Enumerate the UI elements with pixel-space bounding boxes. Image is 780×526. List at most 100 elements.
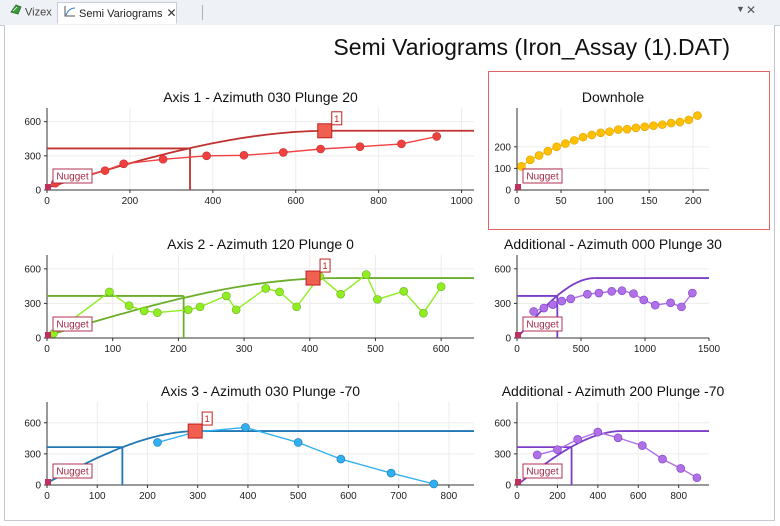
data-point [569, 136, 579, 145]
x-tick-label: 200 [170, 344, 187, 355]
vizex-icon [10, 2, 22, 23]
data-point [594, 288, 604, 298]
data-point [386, 468, 396, 478]
data-point [573, 435, 582, 444]
data-point [534, 151, 544, 160]
data-point [202, 151, 211, 161]
chart-title: Downhole [582, 89, 644, 105]
chevron-down-icon[interactable]: ▼ [736, 4, 745, 14]
data-point [231, 305, 241, 315]
nugget-label: Nugget [56, 467, 88, 478]
handle-label-box [319, 258, 331, 273]
x-tick-label: 100 [104, 344, 121, 355]
data-point [336, 454, 346, 464]
x-tick-label: 800 [441, 491, 458, 502]
close-window-icon[interactable]: ✕ [746, 3, 757, 17]
chart-title: Axis 1 - Azimuth 030 Plunge 20 [163, 89, 358, 105]
data-point [631, 123, 641, 133]
nugget-label: Nugget [526, 467, 558, 478]
x-tick-label: 500 [573, 344, 590, 355]
x-tick-label: 400 [589, 491, 606, 502]
data-point [139, 306, 149, 316]
data-point [553, 445, 562, 455]
data-point [557, 296, 567, 306]
experimental-line [53, 273, 442, 334]
tab-semi-variograms[interactable]: Semi Variograms ✕ [57, 2, 177, 24]
x-tick-label: 1000 [450, 196, 473, 207]
y-tick-label: 0 [505, 186, 511, 197]
x-tick-label: 200 [685, 196, 702, 207]
x-tick-label: 100 [89, 491, 106, 502]
range-handle[interactable] [317, 123, 333, 139]
data-point [583, 289, 592, 299]
data-point [241, 423, 250, 432]
data-point [605, 127, 614, 137]
handle-label: 1 [205, 414, 210, 424]
x-tick-label: 0 [44, 491, 50, 502]
close-icon[interactable]: ✕ [166, 6, 177, 20]
y-tick-label: 0 [35, 334, 41, 345]
handle-label-box [201, 411, 213, 426]
nugget-label: Nugget [526, 172, 558, 183]
nugget-marker [45, 479, 51, 485]
x-tick-label: 150 [641, 196, 658, 207]
nugget-label-box [522, 463, 563, 479]
y-tick-label: 0 [35, 481, 41, 492]
chart-3: Axis 2 - Azimuth 120 Plunge 0 0 100 200 300 4… [24, 236, 474, 355]
range-handle[interactable] [187, 423, 203, 439]
data-point [153, 438, 162, 447]
y-tick-label: 600 [24, 418, 41, 429]
x-tick-label: 0 [44, 344, 50, 355]
data-point [666, 298, 675, 308]
chart-title: Axis 2 - Azimuth 120 Plunge 0 [167, 236, 354, 252]
variogram-icon [64, 4, 76, 25]
tab-vizex[interactable]: Vizex [2, 2, 56, 24]
x-tick-label: 700 [390, 491, 407, 502]
x-tick-label: 500 [367, 344, 384, 355]
page-title: Semi Variograms (Iron_Assay (1).DAT) [333, 34, 730, 60]
data-point [153, 308, 162, 317]
nugget-label-box [52, 316, 93, 332]
data-point [548, 300, 558, 309]
data-point [552, 142, 561, 152]
y-tick-label: 100 [494, 164, 511, 175]
chart-title: Additional - Azimuth 200 Plunge -70 [502, 383, 725, 399]
x-tick-label: 0 [44, 196, 50, 207]
data-point [532, 450, 542, 460]
data-point [261, 284, 271, 293]
handle-label-box [331, 111, 343, 126]
data-point [436, 282, 446, 292]
x-tick-label: 0 [514, 196, 520, 207]
y-tick-label: 300 [494, 449, 511, 460]
data-point [361, 270, 371, 279]
data-point [658, 454, 667, 464]
chart-title: Additional - Azimuth 000 Plunge 30 [504, 236, 722, 252]
x-tick-label: 0 [514, 491, 520, 502]
x-tick-label: 200 [122, 196, 139, 207]
data-point [658, 120, 667, 129]
x-tick-label: 0 [514, 344, 520, 355]
x-tick-label: 400 [204, 196, 221, 207]
chart-5: Axis 3 - Azimuth 030 Plunge -70 0 100 200 30… [24, 383, 474, 502]
handle-label: 1 [334, 114, 339, 124]
data-point [675, 117, 685, 127]
data-point [336, 289, 345, 299]
data-point [355, 142, 365, 152]
range-handle[interactable] [305, 270, 321, 286]
selection-highlight [488, 71, 770, 230]
data-point [593, 427, 603, 437]
tab-semi-variograms-label: Semi Variograms [79, 8, 163, 20]
y-tick-label: 600 [494, 418, 511, 429]
x-tick-label: 50 [555, 196, 567, 207]
chart-2: Downhole 0 50 100 150 200 0 100 200 Nugget [494, 89, 709, 207]
data-point [639, 295, 649, 305]
data-point [275, 287, 284, 297]
data-point [373, 295, 382, 304]
data-point [596, 128, 605, 138]
nugget-label: Nugget [56, 172, 88, 183]
data-point [432, 132, 441, 141]
data-point [638, 441, 647, 450]
nugget-label-box [522, 316, 563, 332]
handle-label: 1 [323, 261, 328, 271]
data-point [666, 118, 676, 128]
